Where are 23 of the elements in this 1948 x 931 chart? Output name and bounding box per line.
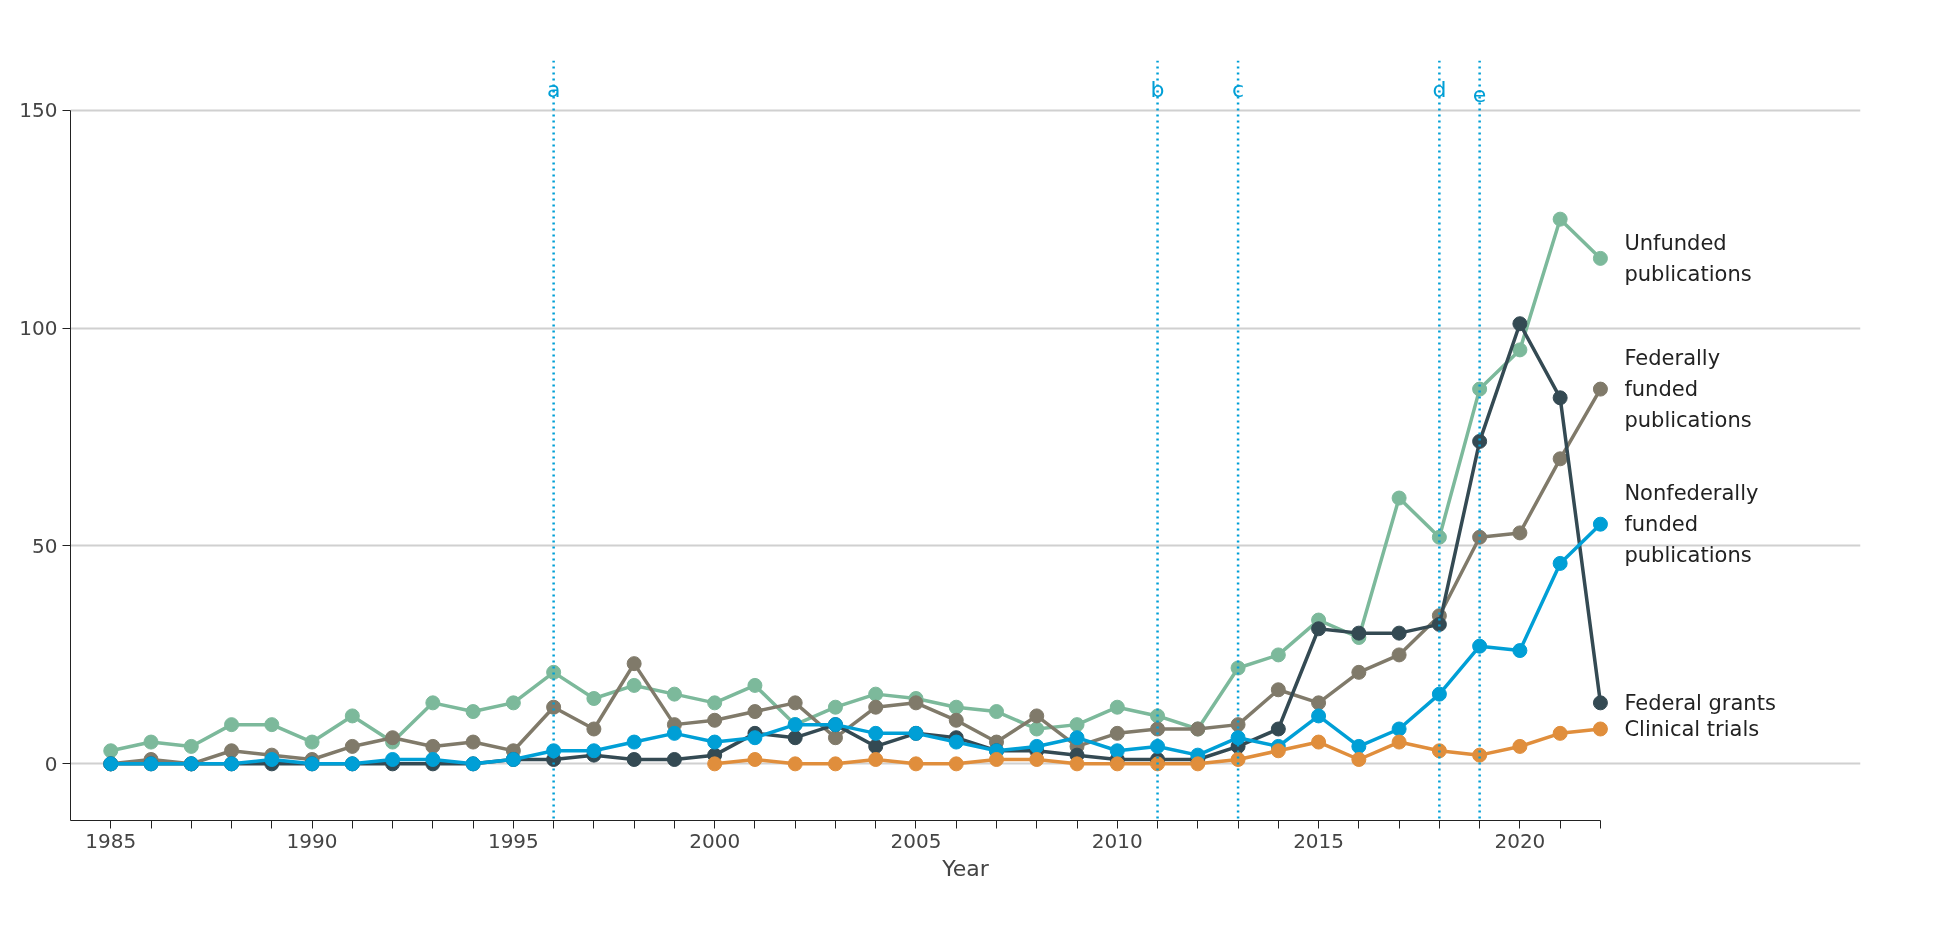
- series-label: Clinical trials: [1624, 716, 1760, 741]
- x-tick-label: 2000: [689, 828, 741, 853]
- x-tick-label: 2020: [1494, 828, 1546, 853]
- x-tick-label: 1985: [85, 828, 137, 853]
- ref-line-label: c: [1232, 77, 1245, 103]
- ref-line-label: a: [546, 77, 561, 103]
- x-tick-label: 1990: [286, 828, 338, 853]
- x-tick-label: 2005: [890, 828, 942, 853]
- y-tick-label: 100: [19, 316, 58, 341]
- series-label: Nonfederally funded publications: [1624, 480, 1759, 568]
- x-tick-label: 1995: [487, 828, 539, 853]
- x-tick-label: 2010: [1091, 828, 1143, 853]
- x-tick-label: 2015: [1293, 828, 1345, 853]
- ref-line-label: e: [1472, 82, 1487, 108]
- ref-line-label: b: [1150, 77, 1165, 103]
- ref-line-label: d: [1432, 77, 1447, 103]
- series-label: Federal grants: [1624, 690, 1776, 715]
- series-label: Federally funded publications: [1624, 345, 1752, 433]
- x-axis-title: Year: [941, 855, 990, 881]
- y-tick-label: 150: [19, 98, 58, 123]
- y-tick-label: 50: [32, 533, 58, 558]
- series-label: Unfunded publications: [1624, 230, 1752, 286]
- y-tick-label: 0: [44, 751, 58, 776]
